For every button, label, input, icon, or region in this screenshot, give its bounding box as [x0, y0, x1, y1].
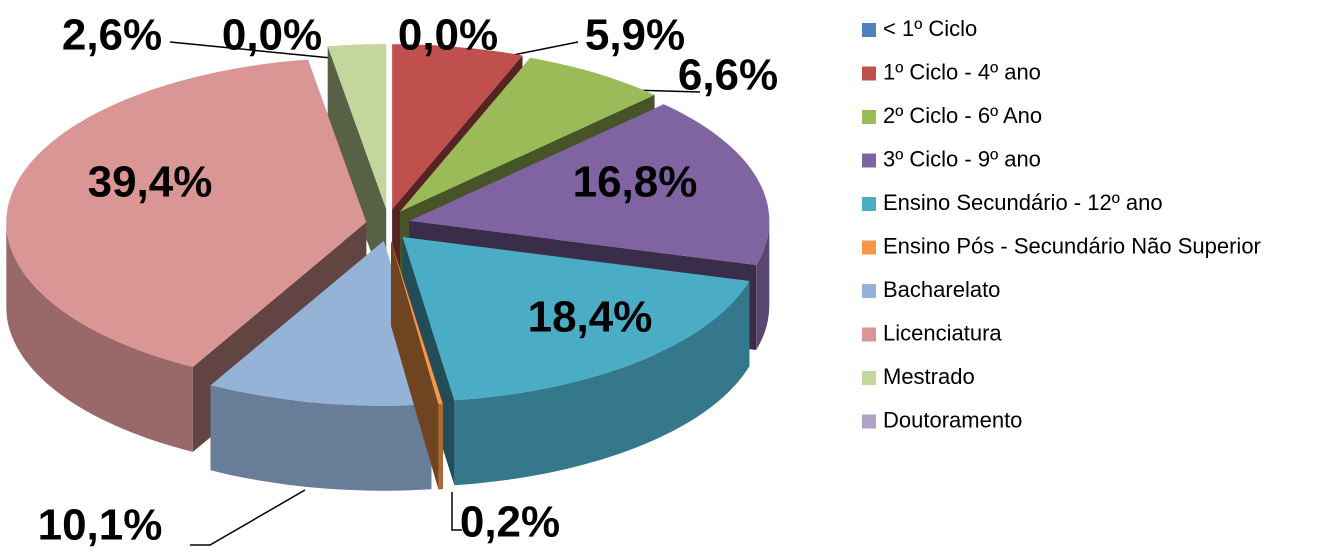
slice	[409, 104, 770, 265]
slice	[327, 44, 387, 295]
data-label: 0,0%	[398, 11, 498, 60]
slice	[210, 240, 432, 491]
legend-swatch	[862, 284, 876, 298]
slice	[391, 240, 443, 405]
legend-label: Doutoramento	[883, 407, 1022, 432]
data-label: 0,2%	[460, 498, 560, 547]
slice	[391, 240, 443, 490]
legend-swatch	[862, 23, 876, 37]
legend-swatch	[862, 197, 876, 211]
legend-label: Bacharelato	[883, 277, 1000, 302]
slice-side	[6, 222, 193, 452]
legend-swatch	[862, 110, 876, 124]
pie	[6, 44, 770, 491]
slice-side	[210, 385, 432, 491]
slice	[210, 240, 432, 406]
data-label: 18,4%	[528, 293, 653, 342]
data-label: 10,1%	[38, 501, 163, 550]
data-label: 39,4%	[88, 158, 213, 207]
leader-line	[451, 492, 462, 531]
legend-swatch	[862, 66, 876, 81]
data-label: 0,0%	[222, 11, 322, 60]
legend-label: 2º Ciclo - 6º Ano	[883, 103, 1042, 128]
legend-swatch	[862, 371, 876, 385]
leader-line	[190, 489, 306, 546]
data-label: 16,8%	[573, 158, 698, 207]
slice	[327, 44, 387, 210]
slice-side	[454, 281, 750, 486]
slice	[402, 237, 750, 401]
legend-label: < 1º Ciclo	[883, 16, 977, 41]
data-label: 5,9%	[585, 11, 685, 60]
data-label: 6,6%	[678, 51, 778, 100]
legend-label: Licenciatura	[883, 320, 1002, 345]
data-label: 2,6%	[62, 11, 162, 60]
slice	[6, 59, 367, 367]
slice-side	[756, 220, 770, 350]
slice-side	[438, 404, 443, 490]
slice-wall	[327, 46, 387, 295]
legend-label: Mestrado	[883, 364, 975, 389]
legend-label: 3º Ciclo - 9º ano	[883, 146, 1041, 171]
legend-swatch	[862, 153, 876, 168]
legend-label: Ensino Secundário - 12º ano	[883, 190, 1163, 215]
legend-swatch	[862, 414, 876, 429]
slice	[400, 57, 655, 212]
legend-label: 1º Ciclo - 4º ano	[883, 59, 1041, 84]
slice	[392, 44, 523, 210]
slice-wall	[391, 240, 439, 490]
legend-swatch	[862, 327, 876, 342]
legend-swatch	[862, 240, 876, 255]
legend-label: Ensino Pós - Secundário Não Superior	[883, 233, 1261, 258]
